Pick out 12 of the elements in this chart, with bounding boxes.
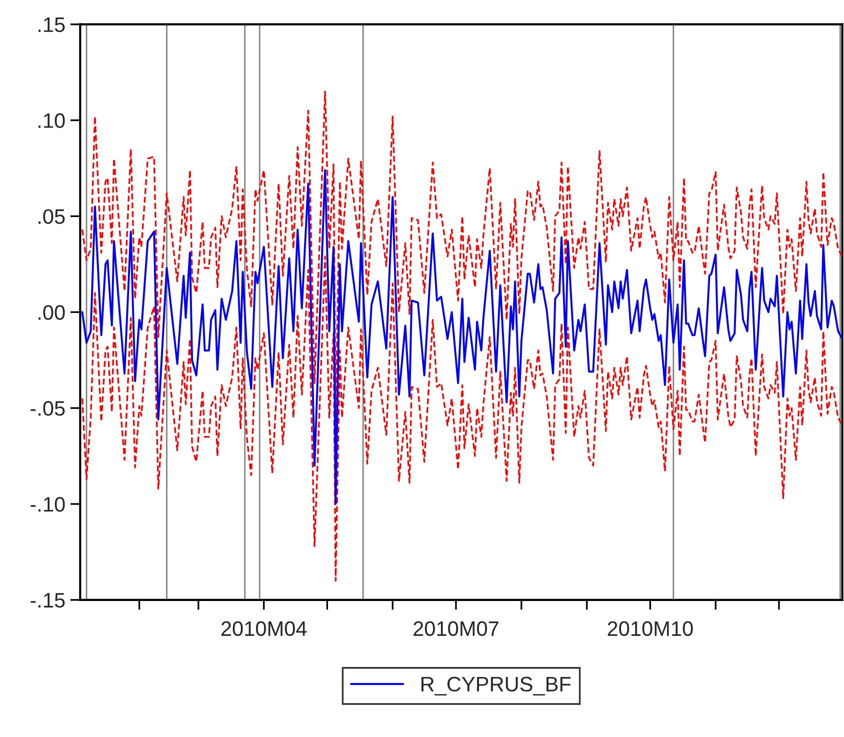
y-tick-label: .15 — [38, 18, 65, 32]
line-series — [81, 169, 842, 505]
legend-label: R_CYPRUS_BF — [422, 676, 571, 696]
x-tick-label: 2010M04 — [221, 621, 307, 636]
y-tick-label: -.15 — [30, 593, 65, 608]
y-tick-label: -.05 — [30, 401, 65, 416]
x-tick-label: 2010M07 — [414, 621, 498, 636]
y-tick-label: .05 — [38, 209, 65, 224]
x-tick-label: 2010M10 — [608, 621, 693, 636]
y-tick-label: .00 — [38, 305, 65, 320]
y-tick-label: .10 — [38, 113, 65, 128]
y-tick-label: -.10 — [30, 496, 65, 512]
